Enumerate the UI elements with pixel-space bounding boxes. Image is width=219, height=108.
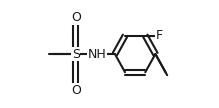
Text: NH: NH <box>87 48 106 60</box>
Text: O: O <box>71 84 81 97</box>
Text: O: O <box>71 11 81 24</box>
Text: F: F <box>155 29 162 42</box>
Text: S: S <box>72 48 80 60</box>
